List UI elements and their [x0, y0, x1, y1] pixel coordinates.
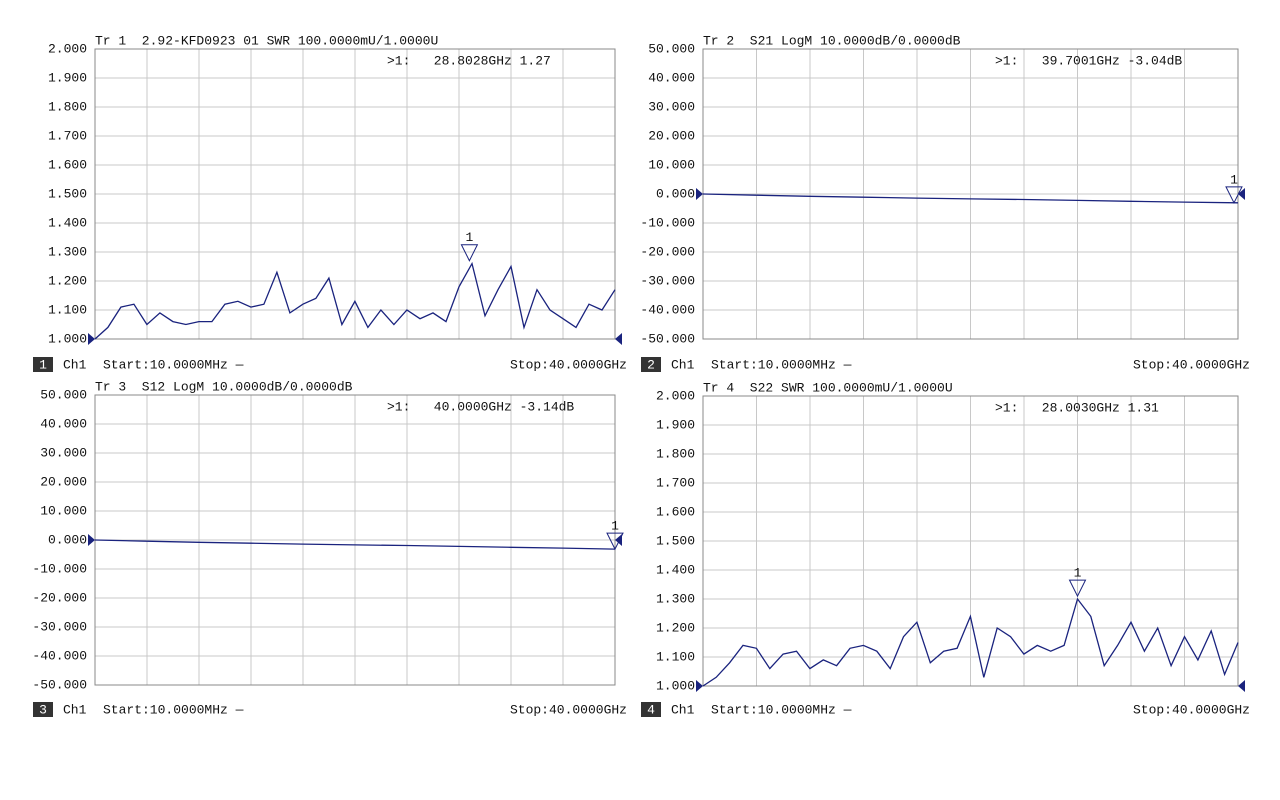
trace-title: Tr 3 S12 LogM 10.0000dB/0.0000dB [95, 379, 353, 394]
y-tick-label: 0.000 [48, 532, 87, 547]
y-tick-label: 50.000 [40, 387, 87, 402]
y-tick-label: -10.000 [32, 561, 87, 576]
marker-label: 1 [611, 519, 619, 534]
y-tick-label: -20.000 [32, 590, 87, 605]
y-tick-label: -30.000 [640, 273, 695, 288]
marker-label: 1 [465, 230, 473, 245]
trace-title: Tr 4 S22 SWR 100.0000mU/1.0000U [703, 380, 953, 395]
y-tick-label: -50.000 [32, 677, 87, 692]
channel-name: Ch1 [671, 702, 695, 717]
marker-triangle [1225, 186, 1243, 204]
y-tick-label: 1.500 [656, 533, 695, 548]
y-tick-label: 1.600 [656, 504, 695, 519]
stop-frequency: Stop:40.0000GHz [1133, 357, 1250, 372]
y-tick-label: 1.800 [48, 99, 87, 114]
y-tick-label: 1.800 [656, 446, 695, 461]
y-tick-label: 2.000 [656, 388, 695, 403]
y-tick-label: 1.500 [48, 186, 87, 201]
marker-readout: >1: 28.0030GHz 1.31 [995, 400, 1159, 415]
y-tick-label: 20.000 [40, 474, 87, 489]
trace-title: Tr 1 2.92-KFD0923 01 SWR 100.0000mU/1.00… [95, 33, 438, 48]
y-tick-label: 1.400 [656, 562, 695, 577]
y-tick-label: 1.600 [48, 157, 87, 172]
y-tick-label: 10.000 [648, 157, 695, 172]
plot-frame [702, 395, 1239, 687]
trace [94, 261, 616, 340]
ref-marker-left [88, 333, 95, 345]
channel-number: 3 [39, 702, 47, 717]
channel-badge [33, 357, 53, 372]
y-tick-label: -20.000 [640, 244, 695, 259]
y-tick-label: 1.700 [656, 475, 695, 490]
y-tick-label: -40.000 [640, 302, 695, 317]
y-tick-label: 30.000 [40, 445, 87, 460]
y-tick-label: 1.700 [48, 128, 87, 143]
marker-triangle [1068, 579, 1087, 598]
y-tick-label: 2.000 [48, 41, 87, 56]
marker-label: 1 [1230, 172, 1238, 187]
y-tick-label: 1.900 [656, 417, 695, 432]
plot-frame [94, 48, 616, 340]
y-tick-label: 40.000 [648, 70, 695, 85]
y-tick-label: -30.000 [32, 619, 87, 634]
y-tick-label: 1.900 [48, 70, 87, 85]
ref-marker-left [696, 188, 703, 200]
y-tick-label: 1.100 [48, 302, 87, 317]
start-frequency: Start:10.0000MHz — [711, 357, 852, 372]
channel-number: 2 [647, 357, 655, 372]
stop-frequency: Stop:40.0000GHz [510, 702, 627, 717]
channel-badge [641, 702, 661, 717]
marker-triangle [606, 532, 624, 551]
ref-marker-left [88, 534, 95, 546]
y-tick-label: 1.400 [48, 215, 87, 230]
y-tick-label: 1.300 [656, 591, 695, 606]
y-tick-label: 1.100 [656, 649, 695, 664]
trace [94, 539, 616, 550]
y-tick-label: 30.000 [648, 99, 695, 114]
y-tick-label: 1.300 [48, 244, 87, 259]
channel-name: Ch1 [63, 357, 87, 372]
y-tick-label: 1.200 [48, 273, 87, 288]
y-tick-label: 40.000 [40, 416, 87, 431]
ref-marker-right [1238, 188, 1245, 200]
ref-marker-right [615, 534, 622, 546]
start-frequency: Start:10.0000MHz — [103, 702, 244, 717]
y-tick-label: -40.000 [32, 648, 87, 663]
y-tick-label: -50.000 [640, 331, 695, 346]
y-tick-label: 10.000 [40, 503, 87, 518]
channel-badge [33, 702, 53, 717]
marker-readout: >1: 40.0000GHz -3.14dB [387, 399, 574, 414]
y-tick-label: 1.000 [656, 678, 695, 693]
ref-marker-right [615, 333, 622, 345]
y-tick-label: -10.000 [640, 215, 695, 230]
marker-readout: >1: 28.8028GHz 1.27 [387, 53, 551, 68]
y-tick-label: 1.000 [48, 331, 87, 346]
stop-frequency: Stop:40.0000GHz [1133, 702, 1250, 717]
channel-number: 4 [647, 702, 655, 717]
marker-label: 1 [1074, 566, 1082, 581]
start-frequency: Start:10.0000MHz — [103, 357, 244, 372]
marker-triangle [460, 244, 479, 262]
start-frequency: Start:10.0000MHz — [711, 702, 852, 717]
y-tick-label: 20.000 [648, 128, 695, 143]
channel-name: Ch1 [63, 702, 87, 717]
channel-badge [641, 357, 661, 372]
y-tick-label: 0.000 [656, 186, 695, 201]
trace [702, 597, 1239, 687]
stop-frequency: Stop:40.0000GHz [510, 357, 627, 372]
trace [702, 193, 1239, 204]
channel-name: Ch1 [671, 357, 695, 372]
trace-title: Tr 2 S21 LogM 10.0000dB/0.0000dB [703, 33, 961, 48]
ref-marker-right [1238, 680, 1245, 692]
channel-number: 1 [39, 357, 47, 372]
y-tick-label: 1.200 [656, 620, 695, 635]
ref-marker-left [696, 680, 703, 692]
y-tick-label: 50.000 [648, 41, 695, 56]
marker-readout: >1: 39.7001GHz -3.04dB [995, 53, 1182, 68]
